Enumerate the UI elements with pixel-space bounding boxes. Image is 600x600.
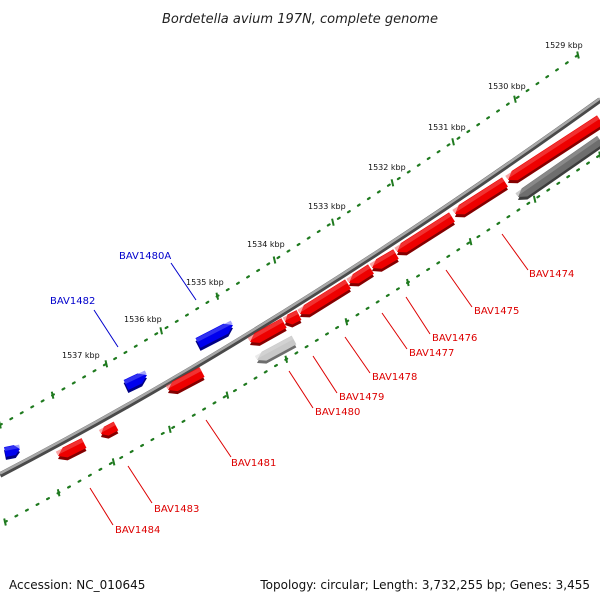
gene-arrow-bav1478[interactable] (346, 264, 374, 287)
gene-arrow-bav1479[interactable] (297, 279, 351, 318)
leader-line-bav1480 (288, 370, 314, 409)
gene-arrow-bav1483[interactable] (98, 421, 119, 439)
gene-label-bav1475: BAV1475 (474, 306, 519, 317)
gene-label-bav1483: BAV1483 (154, 504, 199, 515)
gene-label-bav1476: BAV1476 (432, 333, 477, 344)
tick-label-1537: 1537 kbp (62, 351, 100, 360)
gene-arrow-bav1474[interactable] (505, 115, 600, 184)
inner-tick-marks (3, 151, 600, 526)
gene-arrow-bav1480[interactable] (254, 335, 297, 364)
gene-features (4, 115, 600, 461)
leader-line-bav1478 (344, 336, 371, 374)
outer-tick-marks (0, 51, 580, 429)
tick-label-1532: 1532 kbp (368, 163, 406, 172)
gene-label-bav1480: BAV1480 (315, 407, 360, 418)
gene-arrow-bav1474[interactable] (515, 135, 600, 200)
gene-labels: BAV1474 BAV1475 BAV1476 BAV1477 BAV1478 … (50, 251, 574, 536)
leader-line-bav1475 (445, 269, 473, 308)
gene-label-bav1480a: BAV1480A (119, 251, 171, 262)
gene-label-bav1478: BAV1478 (372, 372, 417, 383)
leader-line-bav1481 (205, 419, 232, 458)
tick-label-1530: 1530 kbp (488, 82, 526, 91)
tick-label-1529: 1529 kbp (545, 41, 583, 50)
leader-line-bav1482 (93, 309, 119, 348)
genome-backbone-shadow (0, 97, 600, 478)
tick-label-1536: 1536 kbp (124, 315, 162, 324)
gene-arrow-bav1481[interactable] (165, 367, 205, 395)
gene-arrow-bav1480a[interactable] (195, 320, 233, 351)
leader-line-bav1477 (381, 312, 408, 350)
leader-line-bav1483 (127, 465, 153, 504)
gene-label-bav1484: BAV1484 (115, 525, 160, 536)
leader-line-bav1480a (170, 262, 197, 301)
tick-label-1531: 1531 kbp (428, 123, 466, 132)
gene-arrow-bav1480[interactable] (282, 310, 302, 328)
gene-label-bav1477: BAV1477 (409, 348, 454, 359)
outer-tick-track (0, 53, 580, 427)
gene-arrow-bav1476[interactable] (394, 212, 455, 256)
gene-label-bav1481: BAV1481 (231, 458, 276, 469)
leader-lines (89, 233, 529, 526)
gene-arrow-bav1482[interactable] (123, 370, 147, 393)
gene-arrow-bav1477[interactable] (369, 249, 399, 272)
inner-tick-track (3, 153, 600, 524)
leader-line-bav1479 (312, 355, 338, 394)
gene-label-bav1474: BAV1474 (529, 269, 574, 280)
gene-arrow-bav1484[interactable] (4, 444, 21, 460)
tick-label-1533: 1533 kbp (308, 202, 346, 211)
gene-arrow-bav1484[interactable] (55, 438, 87, 461)
map-title: Bordetella avium 197N, complete genome (162, 12, 438, 27)
accession-text: Accession: NC_010645 (9, 578, 146, 592)
genome-backbone (0, 97, 600, 475)
gene-label-bav1479: BAV1479 (339, 392, 384, 403)
gene-arrow-bav1475[interactable] (452, 177, 508, 218)
gene-label-bav1482: BAV1482 (50, 296, 95, 307)
scale-labels: 1529 kbp 1530 kbp 1531 kbp 1532 kbp 1533… (62, 41, 583, 360)
leader-line-bav1476 (405, 296, 431, 335)
genome-summary-text: Topology: circular; Length: 3,732,255 bp… (260, 578, 590, 592)
gene-arrow-bav1480[interactable] (247, 318, 287, 346)
leader-line-bav1474 (501, 233, 529, 271)
tick-label-1534: 1534 kbp (247, 240, 285, 249)
tick-label-1535: 1535 kbp (186, 278, 224, 287)
leader-line-bav1484 (89, 487, 114, 526)
